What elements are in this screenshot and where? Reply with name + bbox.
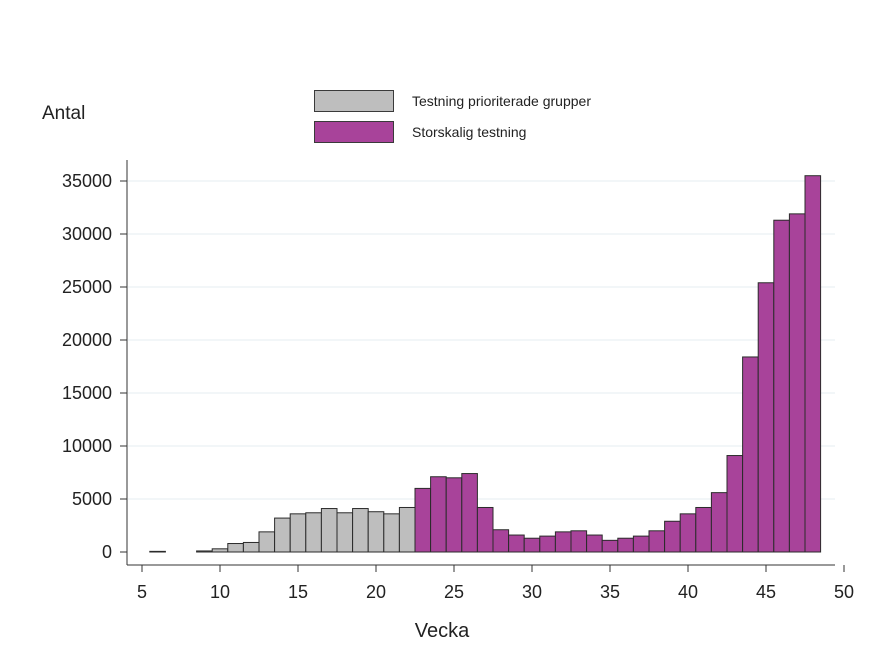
bar — [461, 473, 478, 553]
bar — [305, 512, 322, 553]
bar — [320, 508, 338, 553]
x-tick-label: 10 — [210, 582, 230, 602]
bar — [476, 506, 494, 553]
bar — [211, 548, 229, 553]
y-tick-label: 15000 — [62, 383, 112, 403]
x-tick-label: 30 — [522, 582, 542, 602]
bar — [336, 512, 354, 553]
axes — [120, 160, 845, 572]
bar — [196, 550, 213, 553]
x-tick-label: 25 — [444, 582, 464, 602]
bar — [554, 531, 572, 553]
bar — [149, 550, 166, 553]
bar — [695, 506, 712, 553]
bar — [430, 476, 447, 553]
gridlines — [128, 180, 835, 500]
bar — [648, 530, 666, 553]
x-tick-label: 15 — [288, 582, 308, 602]
bars — [149, 175, 822, 553]
bar — [414, 487, 432, 553]
x-tick-label: 50 — [834, 582, 854, 602]
x-tick-label: 5 — [137, 582, 147, 602]
bar — [664, 520, 681, 553]
bar — [367, 511, 385, 553]
bar — [742, 356, 759, 553]
bar — [274, 517, 291, 553]
bar — [710, 492, 728, 553]
y-tick-label: 25000 — [62, 277, 112, 297]
legend-item-large-scale: Storskalig testning — [314, 120, 526, 144]
bar — [445, 477, 463, 553]
x-tick-label: 40 — [678, 582, 698, 602]
bar — [383, 513, 400, 553]
bar — [242, 541, 260, 553]
bar — [508, 534, 525, 553]
bar — [788, 213, 806, 553]
bar — [539, 535, 556, 553]
x-tick-label: 20 — [366, 582, 386, 602]
bar — [726, 455, 744, 553]
bar — [679, 513, 697, 553]
legend-label: Storskalig testning — [412, 124, 527, 140]
legend-item-priority-groups: Testning prioriterade grupper — [314, 89, 591, 113]
bar — [617, 537, 634, 553]
y-tick-label: 0 — [102, 542, 112, 562]
bar — [757, 282, 775, 553]
bar — [398, 506, 416, 553]
legend-swatch-purple — [314, 121, 394, 143]
bar — [586, 534, 603, 553]
bar — [352, 508, 369, 553]
bar — [632, 535, 650, 553]
x-tick-label: 35 — [600, 582, 620, 602]
x-tick-label: 45 — [756, 582, 776, 602]
y-tick-label: 20000 — [62, 330, 112, 350]
legend-swatch-gray — [314, 90, 394, 112]
bar — [227, 543, 244, 553]
bar — [773, 219, 790, 553]
y-tick-label: 35000 — [62, 171, 112, 191]
x-tick-labels: 5 10 15 20 25 30 35 40 45 50 — [137, 582, 854, 602]
bar — [804, 175, 822, 553]
bar — [258, 531, 276, 553]
x-axis-label: Vecka — [414, 620, 470, 642]
bar — [492, 529, 510, 553]
bar — [570, 530, 588, 553]
legend-label: Testning prioriterade grupper — [412, 93, 591, 109]
bar — [523, 537, 541, 553]
y-tick-label: 10000 — [62, 436, 112, 456]
y-axis-label: Antal — [42, 103, 86, 124]
bar — [289, 513, 307, 553]
bar — [601, 539, 619, 553]
y-tick-label: 30000 — [62, 224, 112, 244]
y-tick-labels: 0 5000 10000 15000 20000 25000 30000 35000 — [62, 171, 112, 562]
y-tick-label: 5000 — [72, 489, 112, 509]
